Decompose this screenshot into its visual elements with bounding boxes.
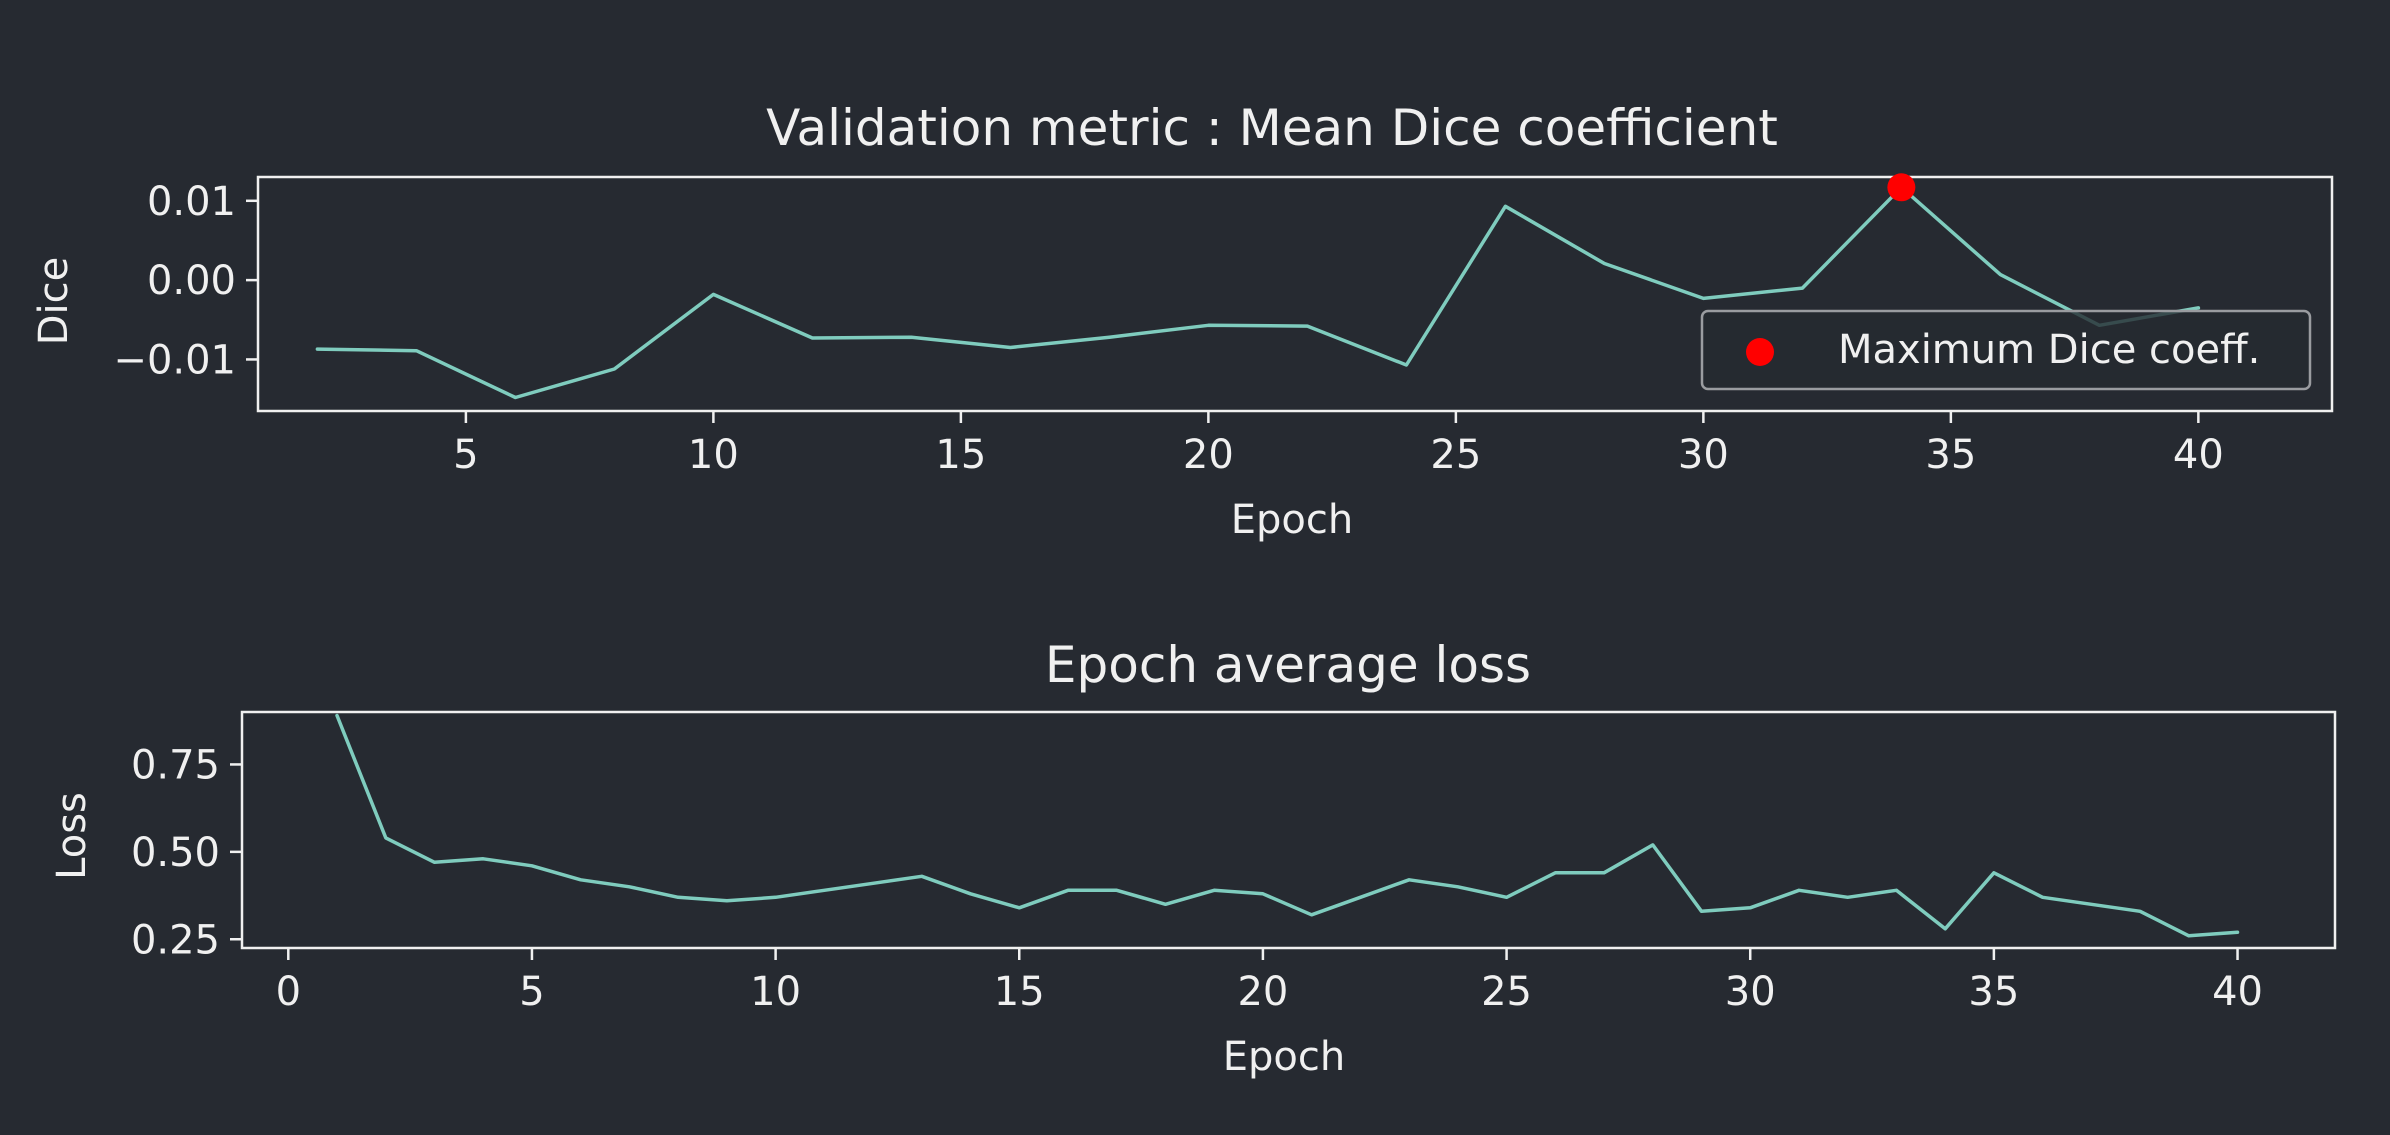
loss-x-tick-label: 25 bbox=[1481, 969, 1532, 1015]
dice-legend-box bbox=[1700, 309, 2312, 391]
dice-x-tick-label: 25 bbox=[1430, 432, 1481, 478]
dice-y-tick-label: −0.01 bbox=[113, 337, 236, 383]
loss-chart-title: Epoch average loss bbox=[1045, 636, 1531, 694]
loss-y-tick-label: 0.25 bbox=[131, 917, 220, 963]
loss-y-axis-label: Loss bbox=[49, 792, 95, 880]
dice-chart-title: Validation metric : Mean Dice coefficien… bbox=[766, 99, 1778, 157]
loss-series-line bbox=[335, 713, 2240, 938]
loss-y-tick-label: 0.50 bbox=[131, 830, 220, 876]
loss-x-tick-label: 40 bbox=[2212, 969, 2263, 1015]
loss-x-tick-label: 30 bbox=[1725, 969, 1776, 1015]
loss-x-axis-label: Epoch bbox=[1223, 1034, 1345, 1080]
dice-x-tick-label: 10 bbox=[688, 432, 739, 478]
loss-x-tick-label: 15 bbox=[994, 969, 1045, 1015]
loss-chart: Epoch average loss Epoch Loss 0 5 10 15 20 25… bbox=[49, 636, 2337, 1080]
dice-x-tick-label: 5 bbox=[453, 432, 478, 478]
loss-x-tick-label: 5 bbox=[519, 969, 544, 1015]
dice-x-tick-label: 15 bbox=[935, 432, 986, 478]
dice-y-tick-label: 0.01 bbox=[147, 179, 236, 225]
dice-y-tick-label: 0.00 bbox=[147, 258, 236, 304]
dice-legend-marker bbox=[1746, 338, 1774, 366]
dice-legend: Maximum Dice coeff. bbox=[1700, 309, 2312, 391]
loss-x-tick-label: 35 bbox=[1968, 969, 2019, 1015]
loss-x-tick-label: 10 bbox=[750, 969, 801, 1015]
dice-legend-label: Maximum Dice coeff. bbox=[1838, 327, 2260, 373]
loss-plot-area: 0 5 10 15 20 25 30 35 40 0.25 0.50 0.75 bbox=[131, 710, 2337, 1015]
dice-x-tick-label: 20 bbox=[1183, 432, 1234, 478]
loss-y-tick-label: 0.75 bbox=[131, 742, 220, 788]
dice-chart: Validation metric : Mean Dice coefficien… bbox=[31, 99, 2334, 543]
dice-plot-area: 5 10 15 20 25 30 35 40 −0.01 0.00 0.01 bbox=[113, 173, 2334, 478]
dice-x-axis-label: Epoch bbox=[1231, 497, 1353, 543]
dice-series-line bbox=[315, 185, 2201, 400]
dice-x-tick-label: 35 bbox=[1925, 432, 1976, 478]
loss-x-tick-label: 0 bbox=[276, 969, 301, 1015]
dice-y-axis-label: Dice bbox=[31, 257, 77, 346]
dice-x-tick-label: 30 bbox=[1678, 432, 1729, 478]
dice-max-point bbox=[1887, 173, 1916, 202]
dice-axes-frame bbox=[256, 175, 2334, 413]
loss-x-tick-label: 20 bbox=[1237, 969, 1288, 1015]
dice-x-tick-label: 40 bbox=[2173, 432, 2224, 478]
loss-axes-frame bbox=[240, 710, 2337, 950]
